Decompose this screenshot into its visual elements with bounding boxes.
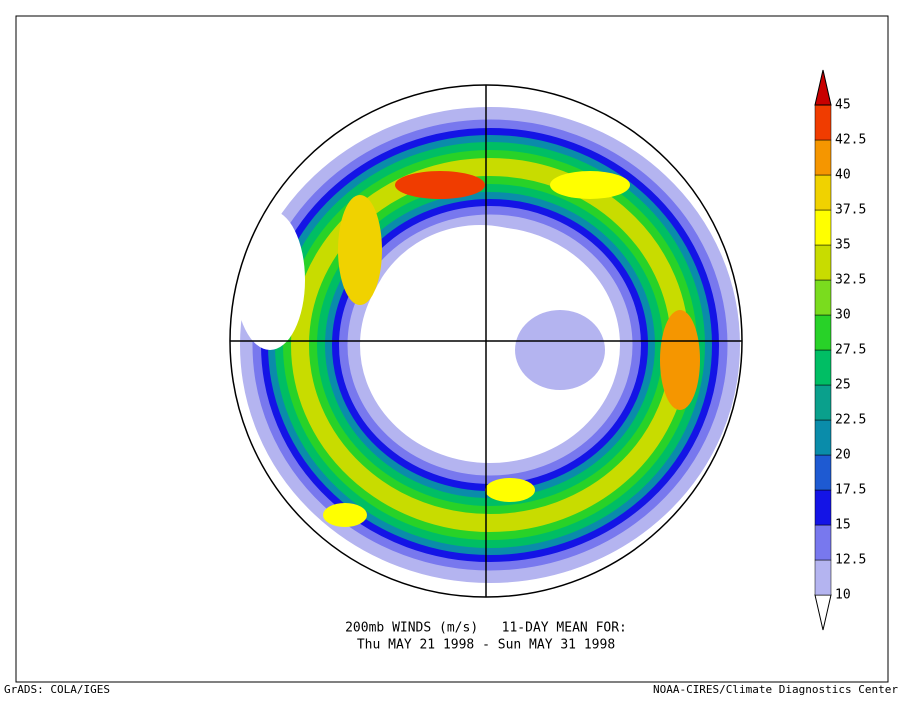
colorbar-label: 10: [835, 588, 851, 603]
title: 200mb WINDS (m/s) 11-DAY MEAN FOR:: [345, 621, 627, 636]
frame: [15, 15, 889, 683]
wind-max: [485, 478, 535, 502]
polar-region: [365, 225, 595, 445]
colorbar-label: 15: [835, 518, 851, 533]
wind-max: [323, 503, 367, 527]
wind-max: [395, 171, 485, 199]
colorbar-label: 32.5: [835, 273, 866, 288]
colorbar-label: 30: [835, 308, 851, 323]
wind-max: [550, 171, 630, 199]
colorbar-label: 40: [835, 168, 851, 183]
colorbar-swatch: [814, 314, 832, 351]
wind-max: [338, 195, 382, 305]
map: [230, 85, 742, 597]
footer-left: GrADS: COLA/IGES: [4, 683, 110, 696]
colorbar-swatch: [814, 384, 832, 421]
colorbar-top: [814, 69, 832, 106]
colorbar-label: 17.5: [835, 483, 866, 498]
colorbar-swatch: [814, 419, 832, 456]
colorbar-label: 42.5: [835, 133, 866, 148]
title: Thu MAY 21 1998 - Sun MAY 31 1998: [357, 638, 615, 653]
colorbar-swatch: [814, 559, 832, 596]
colorbar-label: 22.5: [835, 413, 866, 428]
colorbar-swatch: [814, 349, 832, 386]
colorbar-swatch: [814, 279, 832, 316]
colorbar-swatch: [814, 139, 832, 176]
colorbar-label: 35: [835, 238, 851, 253]
colorbar-label: 37.5: [835, 203, 866, 218]
wind-max: [660, 310, 700, 410]
colorbar-bottom: [814, 594, 832, 631]
footer-right: NOAA-CIRES/Climate Diagnostics Center: [653, 683, 898, 696]
colorbar-label: 20: [835, 448, 851, 463]
colorbar-label: 12.5: [835, 553, 866, 568]
colorbar-swatch: [814, 524, 832, 561]
colorbar: 10 12.5 15 17.5 20 22.5 25 27.5 30 32.5 35 37.5 40 42…: [814, 69, 866, 631]
colorbar-swatch: [814, 244, 832, 281]
colorbar-label: 27.5: [835, 343, 866, 358]
outer-lobe: [235, 210, 305, 350]
colorbar-swatch: [814, 174, 832, 211]
colorbar-swatch: [814, 209, 832, 246]
polar-lobe: [515, 310, 605, 390]
colorbar-swatch: [814, 489, 832, 526]
colorbar-swatch: [814, 104, 832, 141]
colorbar-label: 45: [835, 98, 851, 113]
colorbar-swatch: [814, 454, 832, 491]
colorbar-label: 25: [835, 378, 851, 393]
